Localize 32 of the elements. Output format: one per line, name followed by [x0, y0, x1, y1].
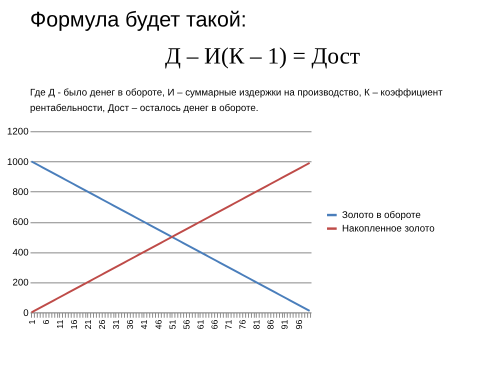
x-tick-label: 11	[54, 320, 65, 329]
x-tick-label: 56	[181, 320, 192, 330]
x-tick-label: 16	[68, 320, 79, 330]
legend-label: Золото в обороте	[342, 210, 421, 221]
y-tick-label: 400	[12, 247, 29, 258]
x-tick-label: 31	[111, 320, 122, 330]
legend-label: Накопленное золото	[342, 224, 435, 235]
y-tick-label: 1200	[7, 126, 29, 138]
x-tick-label: 71	[224, 320, 234, 330]
y-tick-label: 800	[12, 187, 29, 198]
text: Где Д - было денег в обороте, И – суммарные издержки на производство, К – коэффициент рентабельности, Дост – осталось денег в обороте.	[30, 87, 444, 114]
x-tick-label: 61	[195, 320, 206, 330]
x-tick-label: 36	[125, 320, 136, 330]
chart-subtitle: Д – И(К – 1) = Дост	[165, 43, 360, 70]
y-tick-label: 0	[23, 308, 29, 319]
x-tick-label: 41	[139, 320, 150, 330]
y-tick-label: 200	[12, 278, 29, 289]
chart-title: Формула будет такой:	[30, 8, 247, 32]
y-tick-label: 600	[12, 217, 29, 228]
x-tick-label: 86	[266, 320, 276, 330]
x-tick-label: 51	[167, 320, 178, 330]
x-tick-label: 91	[280, 320, 290, 330]
x-tick-label: 96	[294, 320, 304, 330]
x-tick-label: 81	[252, 320, 262, 330]
x-tick-label: 1	[26, 320, 37, 325]
x-tick-label: 46	[153, 320, 164, 330]
y-tick-label: 1000	[7, 156, 29, 168]
x-tick-label: 76	[238, 320, 248, 330]
x-tick-label: 21	[83, 320, 94, 330]
x-tick-label: 66	[209, 320, 220, 330]
x-tick-label: 26	[97, 320, 108, 330]
x-tick-label: 6	[40, 320, 51, 325]
